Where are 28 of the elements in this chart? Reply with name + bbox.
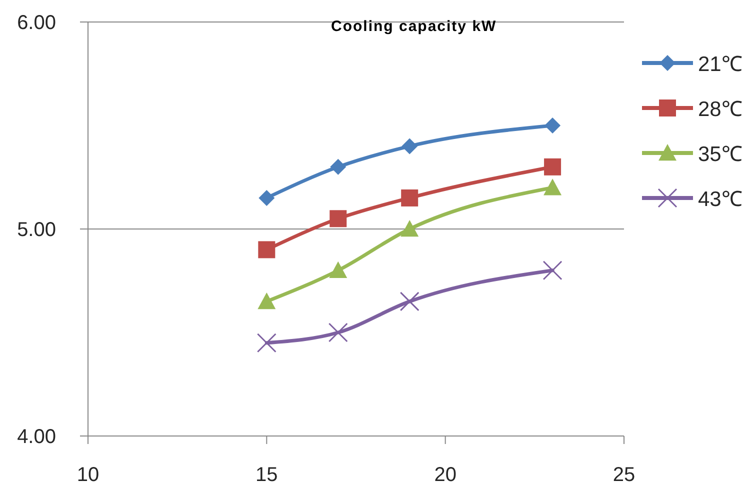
point xyxy=(256,333,276,353)
point xyxy=(544,158,562,176)
y-tick-label: 4.00 xyxy=(17,426,56,448)
point xyxy=(330,158,346,175)
chart-title: Cooling capacity kW xyxy=(331,18,497,35)
x-tick-label: 15 xyxy=(256,464,278,486)
point xyxy=(258,190,275,206)
x-tick-label: 20 xyxy=(434,464,456,486)
point xyxy=(258,241,276,258)
point xyxy=(542,260,562,280)
legend-label: 35℃ xyxy=(698,142,742,166)
point xyxy=(401,189,418,206)
point xyxy=(402,138,418,154)
legend-label: 21℃ xyxy=(698,52,742,76)
point xyxy=(258,292,276,310)
legend-label: 43℃ xyxy=(698,186,742,212)
point xyxy=(330,210,347,228)
y-tick-label: 5.00 xyxy=(17,219,56,242)
point xyxy=(329,261,348,278)
point xyxy=(400,292,420,312)
legend-label: 28℃ xyxy=(698,96,742,122)
x-tick-label: 10 xyxy=(76,464,100,486)
point xyxy=(328,322,348,342)
point xyxy=(400,220,419,237)
x-tick-label: 25 xyxy=(612,464,636,486)
point xyxy=(544,118,561,134)
y-tick-label: 6.00 xyxy=(17,12,56,34)
point xyxy=(544,178,562,196)
